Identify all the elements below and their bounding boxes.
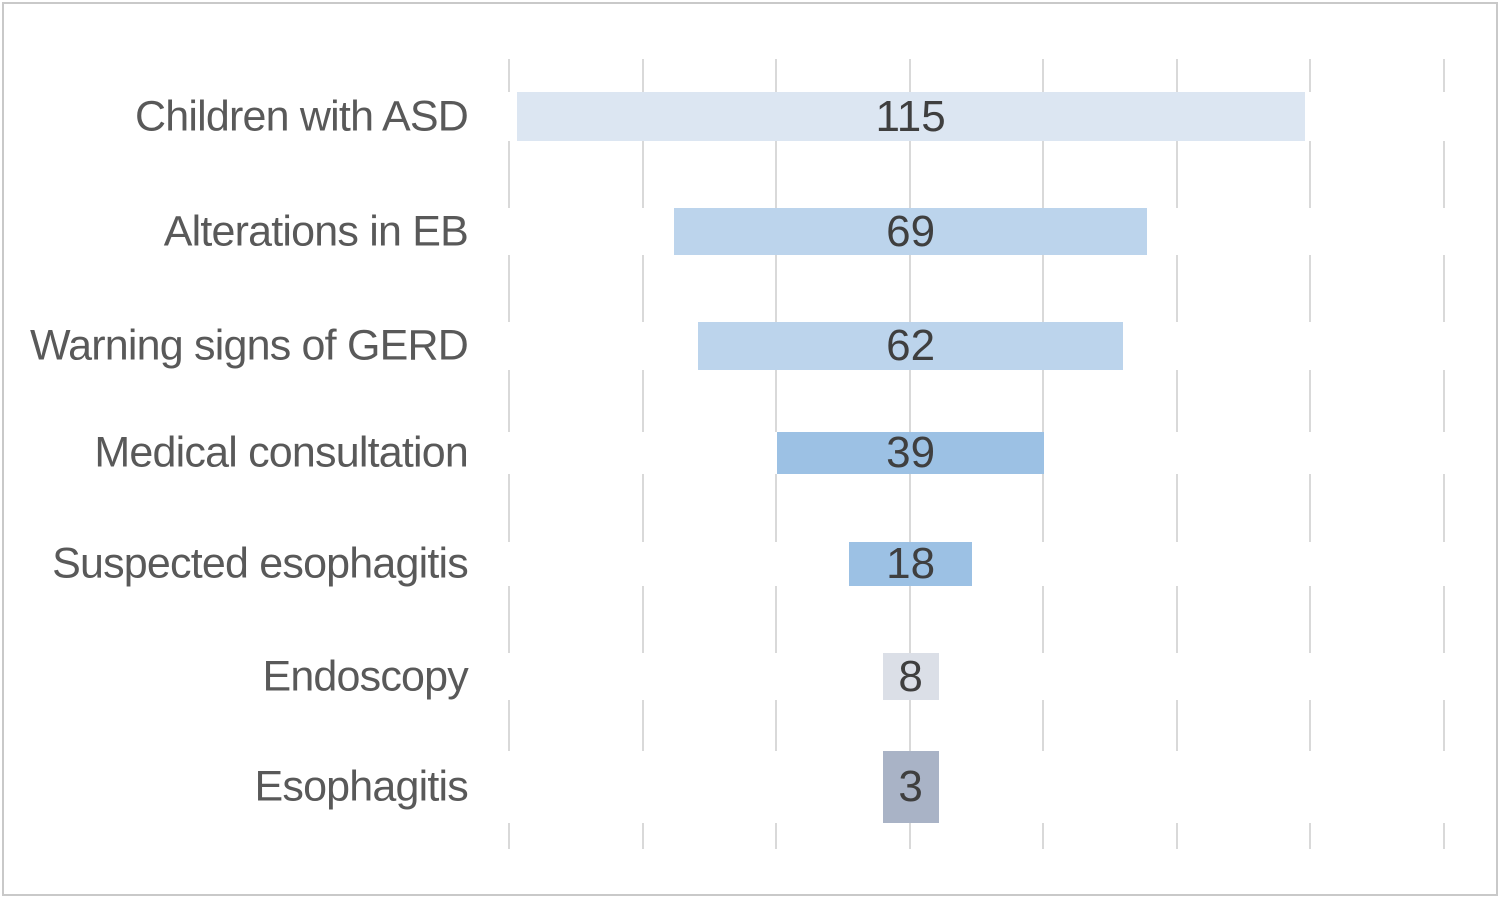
bar-value-label: 62 — [886, 321, 936, 370]
gridline-cover-band — [506, 542, 1447, 586]
funnel-bar: 62 — [698, 321, 1124, 370]
funnel-bar: 3 — [882, 751, 939, 823]
plot-area: 115 69 62 39 18 8 3 — [506, 59, 1447, 849]
funnel-bar: 8 — [882, 651, 939, 701]
gridline-cover-band — [506, 751, 1447, 823]
funnel-chart: Children with ASD Alterations in EB Warnin… — [4, 4, 1496, 894]
category-label: Medical consultation — [94, 428, 468, 477]
funnel-bar: 69 — [674, 206, 1148, 256]
bar-value-label: 18 — [886, 539, 936, 588]
bar-value-label: 8 — [898, 651, 923, 701]
category-label: Alterations in EB — [163, 207, 469, 255]
bar-value-label: 3 — [898, 762, 923, 811]
bar-value-label: 115 — [875, 91, 946, 141]
bar-value-label: 69 — [886, 206, 936, 256]
bar-value-label: 39 — [886, 428, 936, 477]
funnel-bar: 39 — [777, 428, 1045, 477]
category-label: Children with ASD — [135, 92, 469, 140]
gridline-cover-band — [506, 653, 1447, 700]
category-label: Suspected esophagitis — [52, 539, 469, 588]
category-label: Esophagitis — [254, 762, 468, 811]
funnel-bar: 115 — [516, 91, 1305, 141]
funnel-bar: 18 — [849, 539, 973, 588]
category-labels-column: Children with ASD Alterations in EB Warnin… — [4, 4, 469, 894]
category-label: Warning signs of GERD — [29, 321, 469, 370]
category-label: Endoscopy — [262, 652, 468, 700]
